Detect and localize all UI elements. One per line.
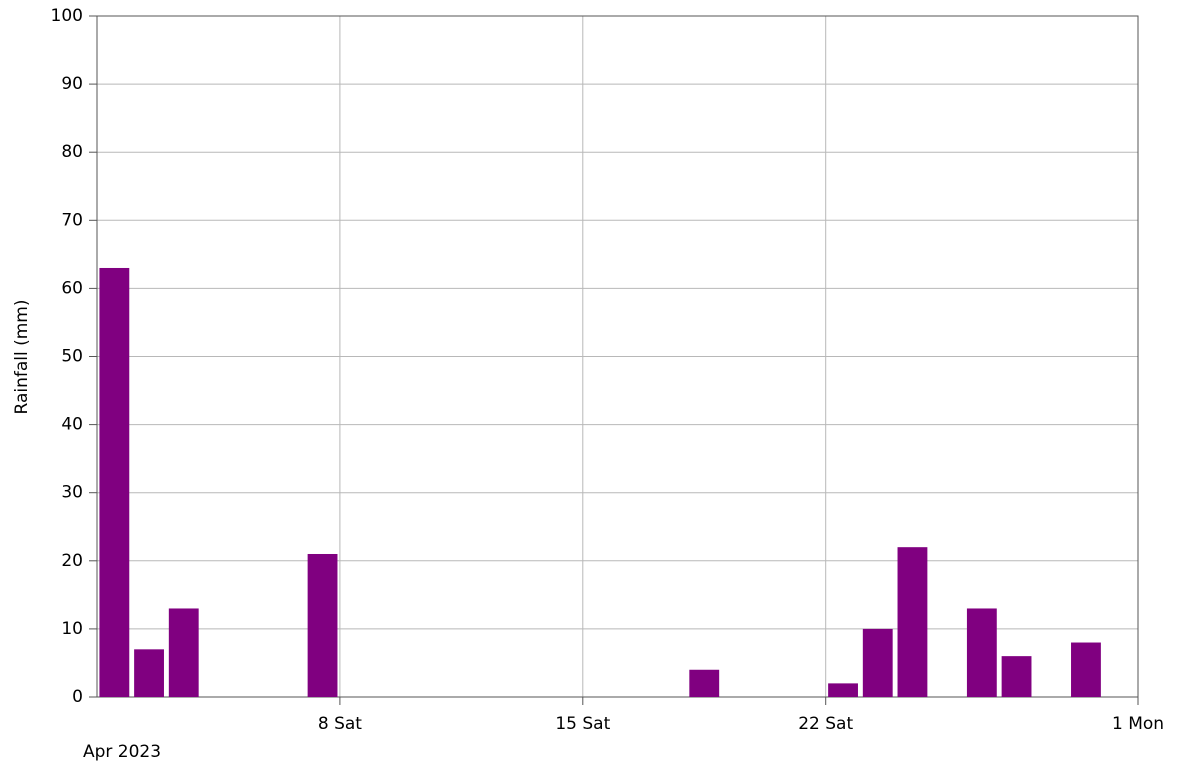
x-tick-label: 1 Mon — [1112, 714, 1164, 734]
y-tick-label: 50 — [61, 347, 83, 367]
y-tick-label: 80 — [61, 142, 83, 162]
y-tick-label: 10 — [61, 619, 83, 639]
y-tick-label: 70 — [61, 210, 83, 230]
bar — [828, 683, 858, 697]
y-axis-label: Rainfall (mm) — [12, 300, 32, 415]
bar — [966, 608, 997, 697]
bar — [897, 547, 928, 697]
bar — [134, 649, 164, 697]
x-tick-label: 22 Sat — [798, 714, 853, 734]
bar — [99, 267, 130, 697]
y-tick-label: 100 — [51, 6, 83, 26]
y-tick-label: 60 — [61, 278, 83, 298]
plot-frame — [96, 15, 1139, 698]
bar — [862, 628, 893, 697]
y-tick-label: 30 — [61, 483, 83, 503]
x-tick-label: 15 Sat — [555, 714, 610, 734]
bar — [689, 669, 720, 697]
y-tick-label: 90 — [61, 74, 83, 94]
x-tick-label: 8 Sat — [318, 714, 362, 734]
bar — [1001, 656, 1032, 697]
bar — [307, 553, 338, 697]
x-axis-label: Apr 2023 — [83, 742, 161, 762]
bar — [168, 608, 199, 697]
y-tick-label: 40 — [61, 415, 83, 435]
y-tick-label: 20 — [61, 551, 83, 571]
bar — [1071, 642, 1101, 697]
y-tick-label: 0 — [72, 687, 83, 707]
